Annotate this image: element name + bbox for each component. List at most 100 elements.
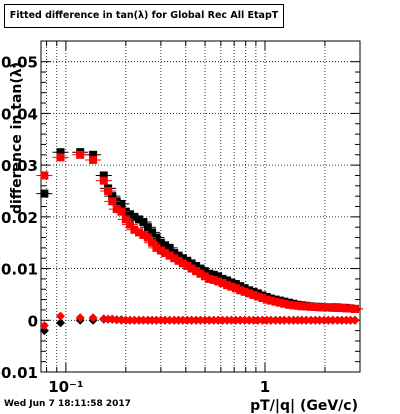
data-point [156,246,165,255]
data-point [196,269,205,278]
data-point [200,272,209,281]
data-point [214,272,223,281]
data-point [148,228,157,237]
data-point [289,301,298,310]
data-point [192,267,201,276]
data-point [218,315,228,325]
data-point [148,238,157,247]
y-tick-label: -0.01 [0,364,38,382]
data-point [75,313,85,323]
data-point [187,259,196,268]
data-point [258,294,267,303]
data-point [227,278,236,287]
data-point [135,228,144,237]
data-point [301,315,311,325]
data-point [126,220,135,229]
data-point [209,270,218,279]
data-point [139,230,148,239]
data-point [117,199,126,208]
data-point [227,282,236,291]
data-point [108,197,117,206]
data-point [253,292,262,301]
data-point [165,251,174,260]
axis-ticks: -0.01 0 0.01 0.02 0.03 0.04 0.05 10⁻¹ 1 [0,41,361,396]
y-tick-label: 0.05 [1,54,38,72]
data-point [89,155,98,164]
data-point [40,189,49,198]
data-point [152,233,161,242]
data-point [165,243,174,252]
data-point [130,225,139,234]
data-point [156,238,165,247]
data-point [117,207,126,216]
data-point [88,313,98,323]
data-point [192,261,201,270]
x-axis-label: pT/|q| (GeV/c) [250,398,358,414]
y-tick-label: 0.01 [1,261,38,279]
chart-title: Fitted difference in tan(λ) for Global R… [4,4,284,28]
data-point [143,223,152,232]
y-tick-label: 0.04 [1,105,38,123]
data-point [174,256,183,265]
data-point [223,281,232,290]
data-marks [36,148,363,336]
data-point [126,210,135,219]
data-point [99,171,108,180]
data-point [130,212,139,221]
data-point [183,261,192,270]
data-point [350,315,360,325]
data-point [108,192,117,201]
data-point [293,301,302,310]
x-tick-label: 1 [260,378,270,396]
data-point [183,256,192,265]
data-point [135,215,144,224]
data-point [324,303,333,312]
data-point [328,315,338,325]
y-tick-label: 0.02 [1,209,38,227]
data-point [271,297,280,306]
data-point [99,176,108,185]
data-point [262,295,271,304]
data-point [165,315,175,325]
data-point [337,303,346,312]
data-point [205,269,214,278]
data-point [160,315,170,325]
data-point [240,287,249,296]
data-point [245,289,254,298]
data-point [218,279,227,288]
data-point [266,315,276,325]
data-point [143,233,152,242]
data-point [350,304,359,313]
data-point [170,249,179,258]
data-point [174,251,183,260]
data-point [56,148,65,157]
data-point [214,277,223,286]
y-tick-label: 0 [28,312,38,330]
data-point [56,318,66,328]
data-point [39,320,49,330]
data-point [236,282,245,291]
data-point [178,259,187,268]
data-point [40,171,49,180]
timestamp: Wed Jun 7 18:11:58 2017 [4,399,131,409]
data-point [266,296,275,305]
y-axis-label: difference in tan(λ) [9,62,25,214]
data-point [112,205,121,214]
data-point [236,286,245,295]
data-point [249,290,258,299]
data-point [56,311,66,321]
data-point [209,275,218,284]
data-point [129,315,139,325]
data-point [89,150,98,159]
data-point [161,249,170,258]
data-point [104,186,113,195]
data-point [346,304,355,313]
data-point [39,326,49,336]
data-point [170,254,179,263]
data-point [276,298,285,307]
data-point [280,299,289,308]
data-point [302,302,311,311]
data-point [56,153,65,162]
data-point [285,300,294,309]
